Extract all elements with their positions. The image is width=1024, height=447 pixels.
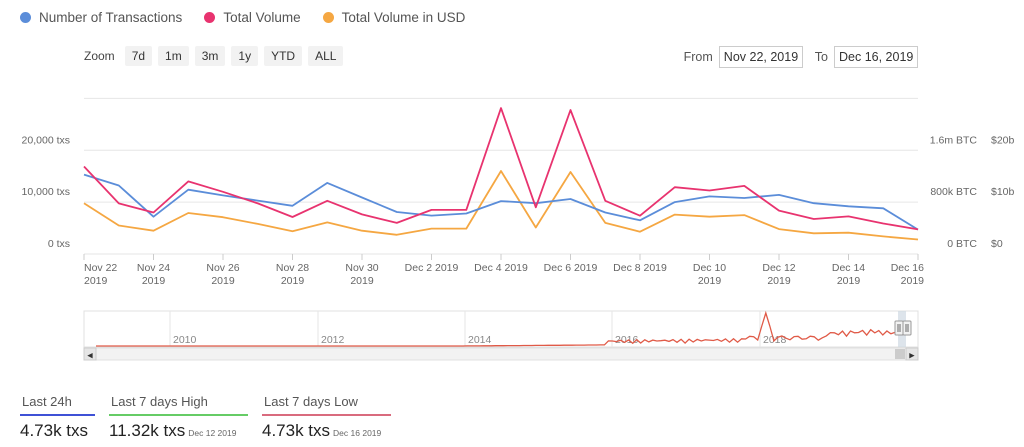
y-right-usd-tick-label: $10b	[991, 186, 1015, 198]
chart-series	[83, 107, 919, 241]
scrollbar-right-button[interactable]	[905, 347, 919, 361]
navigator-scrollbar[interactable]	[83, 347, 919, 361]
navigator-year-label: 2014	[468, 334, 492, 346]
zoom-7d-button[interactable]: 7d	[124, 46, 153, 66]
series-line-total-volume-in-usd[interactable]	[83, 170, 919, 241]
legend-dot-total-volume-usd	[322, 12, 334, 23]
y-axis-right-btc: 0 BTC 800k BTC 1.6m BTC	[930, 134, 978, 250]
x-tick-label-year: 2019	[698, 275, 722, 287]
x-tick-label: Nov 24	[137, 262, 170, 274]
x-tick-label: Nov 28	[276, 262, 309, 274]
x-tick-label: Dec 8 2019	[613, 262, 667, 274]
y-left-tick-label: 0 txs	[48, 238, 70, 250]
stat-7d-high: Last 7 days High 11.32k txs Dec 12 2019	[109, 394, 248, 441]
scrollbar-thumb[interactable]	[895, 349, 905, 359]
y-left-tick-label: 20,000 txs	[22, 134, 70, 146]
date-range: From To	[684, 46, 918, 68]
y-right-btc-tick-label: 1.6m BTC	[930, 134, 978, 146]
x-tick-label-year: 2019	[767, 275, 791, 287]
stats-panel: Last 24h 4.73k txs Last 7 days High 11.3…	[20, 394, 391, 441]
legend-item-total-volume[interactable]: Total Volume	[204, 10, 301, 25]
navigator-handle-left[interactable]	[894, 320, 904, 336]
x-tick-label: Nov 22	[84, 262, 117, 274]
y-right-btc-tick-label: 0 BTC	[947, 238, 977, 250]
series-line-number-of-transactions[interactable]	[83, 173, 919, 231]
stat-7d-low-title: Last 7 days Low	[262, 394, 391, 416]
from-label: From	[683, 50, 713, 64]
legend-label-total-volume-usd: Total Volume in USD	[341, 10, 466, 25]
stat-last-24h-number: 4.73k txs	[20, 421, 89, 440]
legend-item-total-volume-usd[interactable]: Total Volume in USD	[322, 10, 466, 25]
zoom-3m-button[interactable]: 3m	[194, 46, 226, 66]
zoom-ytd-button[interactable]: YTD	[264, 46, 303, 66]
legend-label-total-volume: Total Volume	[223, 10, 301, 25]
x-tick-label-year: 2019	[837, 275, 861, 287]
stat-last-24h: Last 24h 4.73k txs	[20, 394, 95, 441]
x-tick-label-year: 2019	[211, 275, 235, 287]
legend-dot-total-volume	[204, 12, 216, 23]
zoom-all-button[interactable]: ALL	[308, 46, 344, 66]
x-tick-label-year: 2019	[84, 275, 108, 287]
navigator-year-label: 2016	[615, 334, 639, 346]
x-tick-label: Dec 4 2019	[474, 262, 528, 274]
series-line-total-volume[interactable]	[83, 107, 919, 231]
stat-7d-low: Last 7 days Low 4.73k txs Dec 16 2019	[262, 394, 391, 441]
x-tick-label: Dec 6 2019	[544, 262, 598, 274]
x-tick-label: Nov 30	[345, 262, 378, 274]
x-tick-label-year: 2019	[142, 275, 166, 287]
navigator[interactable]: 2010 2012 2014 2016 2018 ◀ ▶	[83, 310, 919, 361]
stat-last-24h-title: Last 24h	[20, 394, 95, 416]
legend-dot-transactions	[20, 12, 31, 23]
scroll-right-arrow-icon: ▶	[909, 353, 915, 360]
x-tick-label: Dec 14	[832, 262, 865, 274]
navigator-series-line	[96, 310, 904, 347]
x-tick-label-year: 2019	[281, 275, 305, 287]
navigator-year-label: 2010	[173, 334, 197, 346]
x-tick-label: Dec 2 2019	[405, 262, 459, 274]
y-axis-left: 0 txs 10,000 txs 20,000 txs	[22, 134, 70, 250]
stat-7d-high-date: Dec 12 2019	[188, 428, 237, 438]
stat-7d-high-value: 11.32k txs Dec 12 2019	[109, 421, 248, 441]
from-date-input[interactable]	[718, 46, 803, 68]
y-left-tick-label: 10,000 txs	[22, 186, 70, 198]
x-tick-label-year: 2019	[901, 275, 925, 287]
legend-item-transactions[interactable]: Number of Transactions	[20, 10, 182, 25]
y-right-usd-tick-label: $20b	[991, 134, 1015, 146]
stat-7d-low-date: Dec 16 2019	[333, 428, 382, 438]
zoom-1m-button[interactable]: 1m	[158, 46, 189, 66]
stat-7d-high-number: 11.32k txs	[109, 421, 186, 440]
to-date-input[interactable]	[834, 46, 918, 68]
scroll-left-arrow-icon: ◀	[87, 353, 93, 360]
to-label: To	[814, 50, 828, 64]
zoom-1y-button[interactable]: 1y	[231, 46, 259, 66]
navigator-handle-right[interactable]	[902, 320, 912, 336]
x-tick-label-year: 2019	[350, 275, 374, 287]
navigator-frame	[83, 310, 919, 348]
stat-last-24h-value: 4.73k txs	[20, 421, 95, 441]
scrollbar-left-button[interactable]	[83, 347, 97, 361]
x-tick-label: Nov 26	[206, 262, 239, 274]
chart-legend: Number of Transactions Total Volume Tota…	[20, 10, 465, 25]
x-tick-label: Dec 10	[693, 262, 726, 274]
stat-7d-low-value: 4.73k txs Dec 16 2019	[262, 421, 391, 441]
y-right-btc-tick-label: 800k BTC	[930, 186, 977, 198]
y-right-usd-tick-label: $0	[991, 238, 1003, 250]
navigator-year-label: 2012	[321, 334, 345, 346]
x-tick-label: Dec 16	[891, 262, 924, 274]
zoom-label: Zoom	[84, 49, 115, 63]
stat-7d-high-title: Last 7 days High	[109, 394, 248, 416]
x-tick-label: Dec 12	[762, 262, 795, 274]
stat-7d-low-number: 4.73k txs	[262, 421, 331, 440]
zoom-controls: Zoom 7d 1m 3m 1y YTD ALL	[84, 46, 344, 66]
legend-label-transactions: Number of Transactions	[39, 10, 183, 25]
y-axis-right-usd: $0 $10b $20b	[991, 134, 1015, 250]
